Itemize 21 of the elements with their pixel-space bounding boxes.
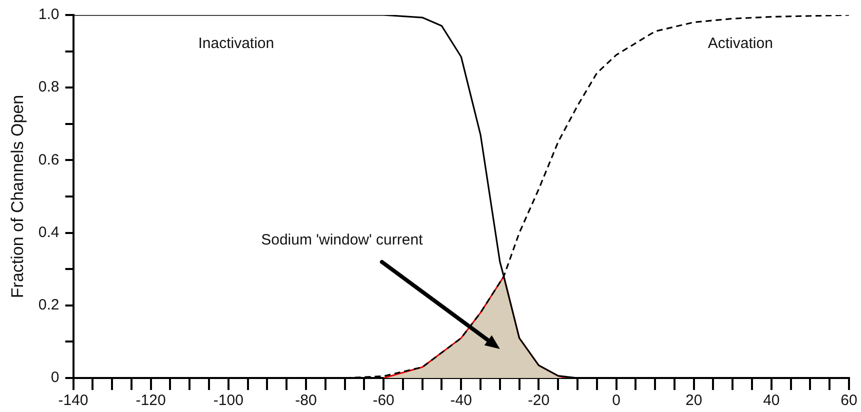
y-tick-label: 0: [50, 369, 60, 386]
series-label: Inactivation: [198, 35, 274, 52]
x-tick-label: -100: [213, 392, 244, 410]
x-tick-label: -140: [58, 392, 88, 410]
x-tick-label: 20: [686, 392, 702, 410]
y-tick-label: 1.0: [38, 6, 60, 24]
series-label: Activation: [708, 35, 773, 52]
x-tick-label: 0: [612, 392, 620, 410]
x-tick-label: -80: [295, 392, 317, 410]
y-tick-label: 0.2: [38, 296, 60, 314]
annotation: Sodium 'window' current: [261, 232, 424, 249]
y-tick-label: 0.8: [38, 78, 60, 96]
y-tick-label: 0.6: [38, 151, 60, 168]
x-tick-label: -120: [136, 392, 166, 410]
x-tick-label: 60: [840, 392, 858, 410]
y-tick-label: 0.4: [38, 224, 60, 241]
y-axis-title: Fraction of Channels Open: [8, 94, 27, 298]
x-tick-label: -60: [372, 392, 394, 410]
x-tick-label: -40: [450, 392, 472, 410]
x-tick-label: -20: [528, 392, 550, 410]
x-tick-label: 40: [763, 392, 780, 410]
